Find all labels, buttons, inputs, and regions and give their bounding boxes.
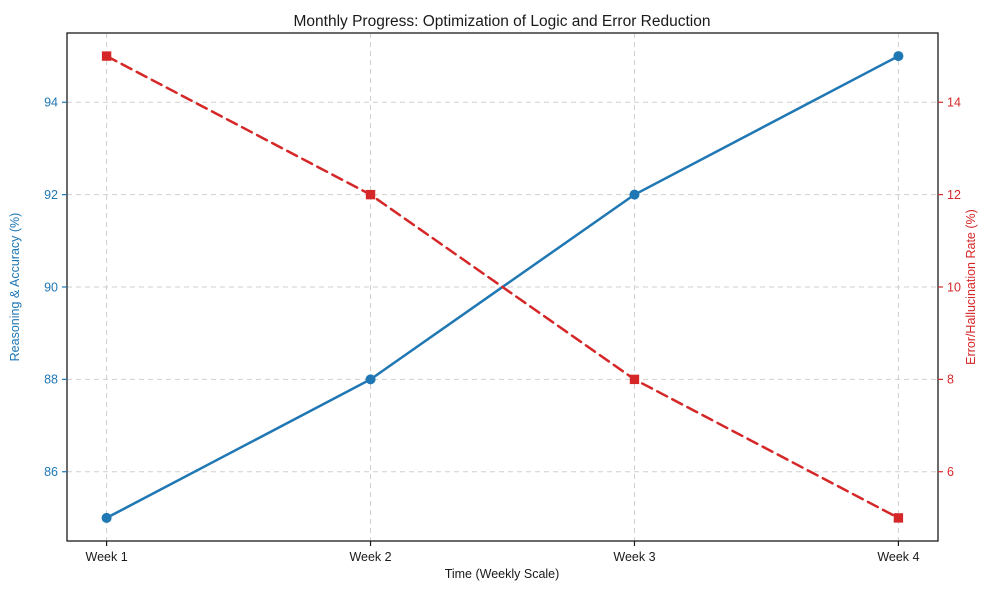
x-axis-label: Time (Weekly Scale) (445, 567, 560, 581)
axes-layer: Week 1 Week 2 Week 3 Week 4 86 88 90 92 94 6 8 10 12… (44, 32, 961, 564)
x-tick-label: Week 2 (349, 550, 391, 564)
data-point-square (629, 374, 640, 385)
data-point-square (893, 513, 904, 523)
left-axis-label: Reasoning & Accuracy (%) (8, 213, 22, 362)
data-point-circle (629, 189, 640, 200)
x-tick-label: Week 1 (86, 550, 128, 564)
right-tick-label: 10 (947, 280, 961, 294)
data-point-circle (893, 51, 904, 62)
x-tick-label: Week 4 (877, 550, 919, 564)
left-tick-label: 90 (44, 280, 58, 294)
series-line-error-rate (105, 54, 900, 520)
right-axis-label: Error/Hallucination Rate (%) (964, 209, 978, 365)
left-tick-label: 88 (44, 373, 58, 387)
right-tick-label: 6 (947, 465, 954, 479)
left-tick-label: 94 (44, 96, 58, 110)
series-layer (101, 51, 904, 523)
data-point-square (365, 189, 376, 200)
chart-title: Monthly Progress: Optimization of Logic … (294, 13, 711, 30)
left-tick-label: 92 (44, 188, 58, 202)
data-point-square (101, 51, 112, 61)
right-tick-label: 12 (947, 188, 961, 202)
x-tick-label: Week 3 (613, 550, 655, 564)
left-tick-label: 86 (44, 465, 58, 479)
data-point-circle (365, 374, 376, 385)
right-tick-label: 8 (947, 373, 954, 387)
right-tick-label: 14 (947, 96, 961, 110)
data-point-circle (101, 512, 112, 523)
